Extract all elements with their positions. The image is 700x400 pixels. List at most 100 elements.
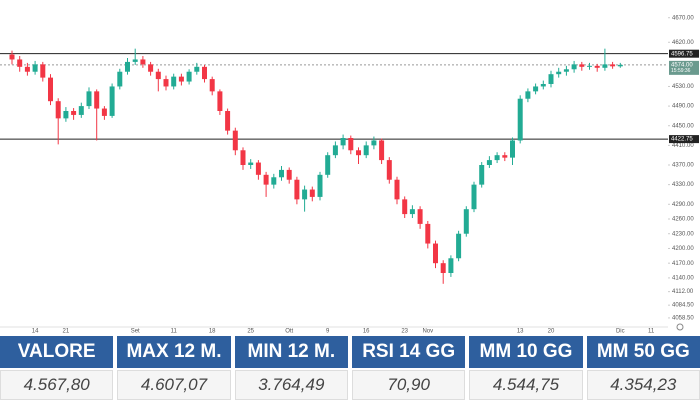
- header-row: VALORE MAX 12 M. MIN 12 M. RSI 14 GG MM 10 G…: [0, 336, 700, 368]
- candle-body: [440, 263, 446, 273]
- candle-body: [294, 179, 300, 200]
- candle-body: [263, 174, 269, 185]
- candle-body: [117, 71, 123, 87]
- y-tick-label: 4620.00: [672, 40, 694, 46]
- value-row: 4.567,80 4.607,07 3.764,49 70,90 4.544,75 4.3…: [0, 370, 700, 400]
- candle-body: [602, 64, 608, 68]
- candle-body: [171, 76, 177, 87]
- last-price-tag: [669, 60, 699, 75]
- candle-body: [594, 65, 600, 68]
- candle-body: [209, 79, 215, 92]
- candle-body: [63, 111, 69, 119]
- candle-body: [610, 64, 616, 67]
- candle-body: [563, 69, 569, 72]
- candle-body: [502, 155, 508, 158]
- candle-body: [48, 77, 53, 102]
- candle-body: [71, 111, 77, 115]
- candle-body: [332, 145, 338, 156]
- header-cell: MIN 12 M.: [234, 336, 348, 368]
- last-price-label: 4574.00: [671, 62, 693, 68]
- candle-body: [456, 233, 462, 259]
- candle-body: [17, 59, 23, 67]
- y-tick-label: 4230.00: [672, 231, 694, 237]
- price-line-label: 4596.75: [671, 51, 693, 57]
- header-cell: RSI 14 GG: [351, 336, 466, 368]
- header-cell: MAX 12 M.: [117, 336, 231, 368]
- y-tick-label: 4084.50: [672, 303, 694, 309]
- candle-body: [471, 184, 477, 210]
- candle-body: [240, 150, 246, 165]
- candle-body: [86, 91, 92, 107]
- y-tick-label: 4058.50: [672, 315, 694, 321]
- settings-icon[interactable]: [676, 323, 684, 331]
- candle-body: [178, 76, 184, 82]
- candle-body: [255, 162, 261, 175]
- candle-body: [386, 160, 392, 180]
- chart: 4670.00 4620.00 4530.00 4490.00 4450.00 4410.…: [0, 15, 699, 335]
- x-tick-label: 20: [548, 329, 555, 335]
- candle-body: [348, 138, 354, 151]
- candle-body: [463, 209, 469, 234]
- y-tick-label: 4530.00: [672, 84, 694, 90]
- candle-body: [617, 64, 623, 67]
- candle-body: [587, 65, 592, 67]
- candle-body: [548, 74, 554, 84]
- y-tick-label: 4170.00: [672, 261, 694, 267]
- candle-body: [194, 66, 200, 72]
- header-cell: MM 10 GG: [469, 336, 583, 368]
- candle-body: [363, 145, 369, 156]
- candle-body: [540, 84, 546, 87]
- y-tick-label: 4370.00: [672, 163, 694, 169]
- x-tick-label: 18: [209, 329, 216, 335]
- candle-body: [109, 86, 115, 116]
- candle-body: [356, 150, 361, 156]
- y-tick-label: 4112.00: [672, 289, 694, 295]
- x-tick-label: 11: [171, 329, 178, 335]
- candle-body: [217, 91, 223, 111]
- candle-body: [148, 64, 154, 72]
- candle-body: [325, 155, 331, 175]
- value-cell: 4.544,75: [469, 370, 583, 400]
- candle-body: [186, 71, 192, 82]
- last-price-time: 15:59:36: [671, 68, 691, 74]
- x-tick-label: 16: [363, 329, 370, 335]
- candle-body: [55, 101, 61, 119]
- y-tick-label: 4260.00: [672, 217, 694, 223]
- candle-body: [9, 54, 15, 60]
- y-tick-label: 4490.00: [672, 104, 694, 110]
- price-line-tag: [669, 49, 699, 58]
- candle-body: [302, 189, 308, 200]
- x-tick-label: 9: [326, 329, 330, 335]
- candle-body: [479, 165, 485, 185]
- candle-body: [394, 179, 400, 200]
- x-tick-label: Set: [131, 329, 140, 335]
- candle-body: [24, 66, 30, 72]
- y-tick-label: 4140.00: [672, 275, 694, 281]
- candle-body: [510, 140, 515, 158]
- candle-body: [579, 64, 585, 67]
- candle-body: [94, 91, 100, 109]
- header-cell: VALORE: [0, 336, 114, 368]
- candle-body: [494, 155, 500, 161]
- candle-body: [309, 189, 315, 197]
- candle-body: [225, 111, 231, 131]
- y-tick-label: 4330.00: [672, 182, 694, 188]
- candle-body: [279, 169, 284, 178]
- x-tick-label: Nov: [422, 329, 433, 335]
- header-cell: MM 50 GG: [586, 336, 700, 368]
- x-tick-label: Dic: [616, 329, 625, 335]
- candle-body: [433, 243, 438, 264]
- y-tick-label: 4410.00: [672, 143, 694, 149]
- candle-body: [517, 98, 523, 141]
- x-tick-label: 21: [63, 329, 70, 335]
- candle-body: [40, 64, 46, 78]
- candle-body: [486, 160, 492, 165]
- candle-body: [232, 130, 238, 151]
- value-cell: 4.567,80: [0, 370, 114, 400]
- price-line-label: 4422.75: [671, 137, 693, 143]
- value-cell: 4.354,23: [586, 370, 700, 400]
- candle-body: [379, 140, 385, 161]
- candle-body: [248, 162, 254, 165]
- x-tick-label: Ott: [285, 329, 293, 335]
